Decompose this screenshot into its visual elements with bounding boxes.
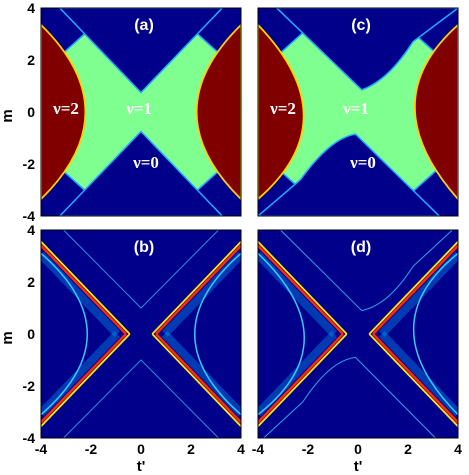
nu0-region-top xyxy=(58,8,224,94)
y-tick-label: 0 xyxy=(27,104,35,120)
ridge-yellow xyxy=(151,333,241,427)
region-label-nu0: ν=0 xyxy=(132,153,159,172)
panel-c: (c) ν=2 ν=1 ν=0 xyxy=(257,7,459,217)
ridge-yellow xyxy=(258,333,348,427)
frame-a xyxy=(40,7,242,217)
plot-area-a xyxy=(41,8,241,216)
contour-bottom xyxy=(63,359,219,438)
y-tick-label: 0 xyxy=(27,326,35,342)
y-tick-label: -4 xyxy=(23,208,36,224)
plot-area-c xyxy=(258,8,458,216)
y-tick-label: 4 xyxy=(27,0,35,16)
region-label-nu1: ν=1 xyxy=(342,99,369,118)
ridge-red xyxy=(372,244,458,335)
nu0-region-top xyxy=(275,8,458,91)
ridge-glow xyxy=(41,331,121,417)
x-tick-label: -2 xyxy=(302,441,315,457)
ridge-glow xyxy=(258,251,338,337)
x-axis-label-right: t' xyxy=(354,458,363,475)
panel-label-d: (d) xyxy=(351,239,371,256)
contour-top xyxy=(280,230,454,312)
nu2-region-left xyxy=(41,23,87,201)
x-tick-label: -4 xyxy=(252,441,265,457)
y-tick-label: -2 xyxy=(23,156,36,172)
panel-b: (b) xyxy=(40,229,242,439)
ridge-red xyxy=(258,244,344,335)
x-tick-label: 2 xyxy=(404,441,412,457)
region-label-nu2: ν=2 xyxy=(52,99,79,118)
panel-a: (a) ν=2 ν=1 ν=0 xyxy=(40,7,242,217)
ridge-glow xyxy=(161,251,241,337)
ridge-yellow xyxy=(41,241,131,335)
nu0-region-bottom xyxy=(258,133,441,216)
ridge-red xyxy=(155,333,241,424)
x-tick-label: -2 xyxy=(85,441,98,457)
ridge-red xyxy=(41,244,127,335)
y-tick-label: 4 xyxy=(27,222,35,238)
region-label-nu0: ν=0 xyxy=(349,153,376,172)
region-label-nu1: ν=1 xyxy=(125,99,152,118)
x-tick-label: 2 xyxy=(187,441,195,457)
background xyxy=(41,230,241,438)
ridge-yellow xyxy=(41,333,131,427)
contour-bottom xyxy=(262,356,436,438)
x-tick-label: -4 xyxy=(35,441,48,457)
x-tick-label: 4 xyxy=(454,441,462,457)
y-axis-label-bottom: m xyxy=(0,331,16,344)
x-tick-label: 0 xyxy=(354,441,362,457)
nu0-region-bottom xyxy=(58,130,224,216)
frame-b xyxy=(40,229,242,439)
ridge-glow xyxy=(258,331,338,417)
x-tick-label: 4 xyxy=(237,441,245,457)
ridge-yellow xyxy=(368,241,458,335)
frame-d xyxy=(257,229,459,439)
y-tick-label: 2 xyxy=(27,52,35,68)
plot-area-b xyxy=(41,230,241,438)
nu2-region-right xyxy=(195,23,241,201)
x-tick-label: 0 xyxy=(137,441,145,457)
ridge-glow xyxy=(161,331,241,417)
ridge-red xyxy=(372,333,458,424)
contour-left xyxy=(41,252,88,416)
ridge-red xyxy=(41,333,127,424)
ridge-glow xyxy=(378,251,458,337)
panel-label-b: (b) xyxy=(134,239,154,256)
y-axis-label-top: m xyxy=(0,109,16,122)
plot-area-d xyxy=(258,230,458,438)
ridge-glow xyxy=(41,251,121,337)
nu2-region-left xyxy=(258,23,305,201)
ridge-red xyxy=(155,244,241,335)
x-axis-label-left: t' xyxy=(137,458,146,475)
contour-right xyxy=(194,252,241,416)
y-tick-label: -4 xyxy=(23,430,36,446)
background xyxy=(258,230,458,438)
ridge-red xyxy=(258,333,344,424)
y-tick-label: 2 xyxy=(27,274,35,290)
panel-d: (d) xyxy=(257,229,459,439)
region-label-nu2: ν=2 xyxy=(269,99,296,118)
frame-c xyxy=(257,7,459,217)
panel-label-c: (c) xyxy=(351,17,371,34)
panel-label-a: (a) xyxy=(134,17,154,34)
ridge-yellow xyxy=(151,241,241,335)
nu2-region-right xyxy=(414,23,458,201)
contour-right xyxy=(413,252,458,416)
contour-left xyxy=(258,252,305,416)
contour-top xyxy=(63,230,219,309)
y-tick-label: -2 xyxy=(23,378,36,394)
ridge-yellow xyxy=(258,241,348,335)
ridge-yellow xyxy=(368,333,458,427)
